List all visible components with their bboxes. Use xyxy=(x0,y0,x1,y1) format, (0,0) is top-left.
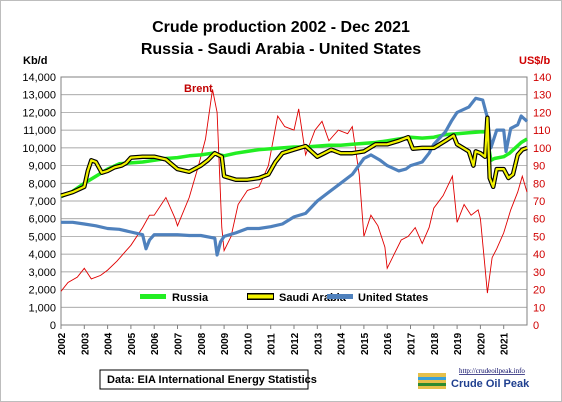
y-left-tick-label: 7,000 xyxy=(28,196,56,208)
y-left-tick-label: 14,000 xyxy=(22,72,56,84)
legend-swatch-russia xyxy=(140,294,166,299)
y-right-tick-label: 140 xyxy=(533,72,551,84)
x-tick-label: 2010 xyxy=(243,332,254,355)
x-tick-label: 2018 xyxy=(430,332,441,355)
y-right-tick-label: 110 xyxy=(533,125,551,137)
y-right-tick-label: 100 xyxy=(533,143,551,155)
series-line-united-states xyxy=(61,96,529,257)
source-box xyxy=(99,369,309,390)
x-tick-label: 2011 xyxy=(267,333,278,355)
y-right-tick-label: 90 xyxy=(533,161,545,173)
x-tick-label: 2012 xyxy=(290,332,301,355)
x-tick-label: 2003 xyxy=(80,332,91,355)
brent-annotation: Brent xyxy=(184,83,213,95)
y-left-tick-label: 6,000 xyxy=(28,214,56,226)
y-left-tick-label: 4,000 xyxy=(28,249,56,261)
y-left-tick-label: 12,000 xyxy=(22,107,56,119)
x-axis: 2002 2003 2004 2005 2006 2007 2008 2009 2010 2011… xyxy=(57,325,511,355)
y-left-unit: Kb/d xyxy=(23,55,47,67)
logo-url: http://crudeoilpeak.info xyxy=(459,367,525,375)
series-line-brent xyxy=(60,89,528,294)
y-left-tick-label: 11,000 xyxy=(23,125,56,137)
y-right-tick-label: 40 xyxy=(533,249,545,261)
logo-name: Crude Oil Peak xyxy=(451,378,530,390)
y-left-tick-label: 8,000 xyxy=(28,178,56,190)
y-right-axis: 0 10 20 30 40 50 60 70 80 90 100 110 120 130 140 xyxy=(533,72,551,332)
y-left-tick-label: 1,000 xyxy=(28,302,56,314)
y-left-tick-label: 9,000 xyxy=(28,161,56,173)
y-right-tick-label: 130 xyxy=(533,90,551,102)
x-tick-label: 2014 xyxy=(337,332,348,355)
chart-title-line2: Russia - Saudi Arabia - United States xyxy=(141,41,421,58)
x-tick-label: 2009 xyxy=(220,332,231,355)
y-right-tick-label: 30 xyxy=(533,267,545,279)
y-right-tick-label: 80 xyxy=(533,178,545,190)
y-left-tick-label: 2,000 xyxy=(28,285,56,297)
y-left-tick-label: 13,000 xyxy=(22,90,56,102)
source-text: Data: EIA International Energy Statistic… xyxy=(107,374,317,386)
x-tick-label: 2004 xyxy=(104,332,115,355)
y-right-tick-label: 70 xyxy=(533,196,545,208)
x-tick-label: 2013 xyxy=(313,332,324,355)
x-tick-label: 2006 xyxy=(150,332,161,355)
series-group xyxy=(60,89,529,294)
y-right-unit: US$/b xyxy=(519,55,550,67)
x-tick-label: 2015 xyxy=(360,332,371,355)
legend-label-russia: Russia xyxy=(172,292,209,304)
x-tick-label: 2017 xyxy=(407,332,418,355)
y-right-tick-label: 10 xyxy=(533,302,545,314)
y-left-tick-label: 10,000 xyxy=(22,143,56,155)
x-tick-label: 2008 xyxy=(197,332,208,355)
y-right-tick-label: 50 xyxy=(533,231,545,243)
logo-emblem xyxy=(418,373,446,389)
x-tick-label: 2002 xyxy=(57,332,68,355)
legend-swatch-us xyxy=(327,294,353,299)
y-left-tick-label: 5,000 xyxy=(28,231,56,243)
y-left-axis: 0 1,000 2,000 3,000 4,000 5,000 6,000 7,000 8,00… xyxy=(22,72,56,332)
y-left-tick-label: 3,000 xyxy=(28,267,56,279)
chart-title-line1: Crude production 2002 - Dec 2021 xyxy=(152,19,410,36)
series-line-russia xyxy=(60,130,528,199)
x-tick-label: 2021 xyxy=(500,332,511,355)
legend-swatch-saudi xyxy=(248,294,273,299)
y-right-tick-label: 60 xyxy=(533,214,545,226)
crude-oil-peak-logo: http://crudeoilpeak.info Crude Oil Peak xyxy=(418,367,530,390)
series-line-saudi-arabia xyxy=(60,116,528,197)
y-right-tick-label: 20 xyxy=(533,285,545,297)
x-tick-label: 2020 xyxy=(476,332,487,355)
x-tick-label: 2016 xyxy=(383,332,394,355)
x-tick-label: 2007 xyxy=(174,332,185,355)
legend-label-us: United States xyxy=(358,292,428,304)
logo-emblem-stripe-1 xyxy=(418,377,446,380)
y-right-tick-label: 120 xyxy=(533,107,551,119)
y-left-tick-label: 0 xyxy=(50,320,56,332)
legend: Russia Saudi Arabia United States xyxy=(140,292,428,304)
x-tick-label: 2019 xyxy=(453,332,464,355)
y-right-tick-label: 0 xyxy=(533,320,539,332)
x-tick-label: 2005 xyxy=(127,332,138,355)
logo-emblem-stripe-2 xyxy=(418,383,446,386)
